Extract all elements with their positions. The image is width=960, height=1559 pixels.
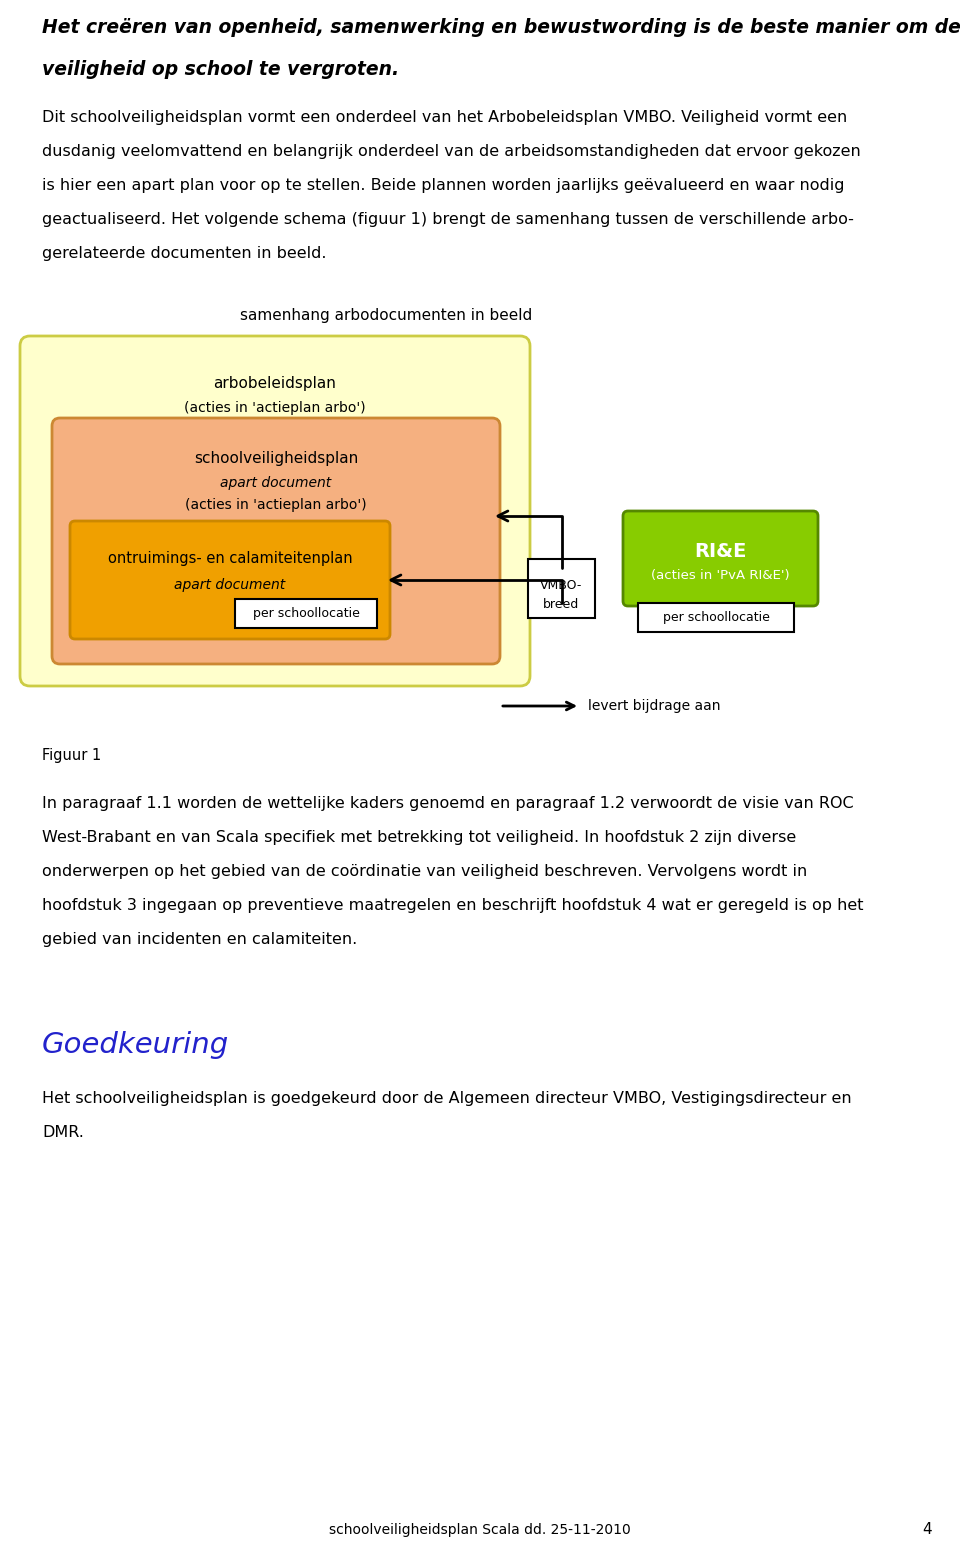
Text: (acties in 'actieplan arbo'): (acties in 'actieplan arbo') <box>185 497 367 511</box>
Text: breed: breed <box>543 599 580 611</box>
Text: levert bijdrage aan: levert bijdrage aan <box>588 698 721 712</box>
Text: samenhang arbodocumenten in beeld: samenhang arbodocumenten in beeld <box>240 309 532 323</box>
Text: schoolveiligheidsplan Scala dd. 25-11-2010: schoolveiligheidsplan Scala dd. 25-11-20… <box>329 1523 631 1537</box>
Text: geactualiseerd. Het volgende schema (figuur 1) brengt de samenhang tussen de ver: geactualiseerd. Het volgende schema (fig… <box>42 212 853 228</box>
Text: apart document: apart document <box>221 475 331 490</box>
Text: DMR.: DMR. <box>42 1126 84 1140</box>
Text: gebied van incidenten en calamiteiten.: gebied van incidenten en calamiteiten. <box>42 932 357 946</box>
Text: ontruimings- en calamiteitenplan: ontruimings- en calamiteitenplan <box>108 550 352 566</box>
Text: West-Brabant en van Scala specifiek met betrekking tot veiligheid. In hoofdstuk : West-Brabant en van Scala specifiek met … <box>42 829 796 845</box>
Text: veiligheid op school te vergroten.: veiligheid op school te vergroten. <box>42 59 399 80</box>
Text: Het creëren van openheid, samenwerking en bewustwording is de beste manier om de: Het creëren van openheid, samenwerking e… <box>42 19 960 37</box>
Text: is hier een apart plan voor op te stellen. Beide plannen worden jaarlijks geëval: is hier een apart plan voor op te stelle… <box>42 178 845 193</box>
Text: per schoollocatie: per schoollocatie <box>252 606 359 620</box>
Text: arbobeleidsplan: arbobeleidsplan <box>213 376 336 391</box>
Text: Figuur 1: Figuur 1 <box>42 748 101 762</box>
Text: (acties in 'PvA RI&E'): (acties in 'PvA RI&E') <box>651 569 790 582</box>
Text: onderwerpen op het gebied van de coördinatie van veiligheid beschreven. Vervolge: onderwerpen op het gebied van de coördin… <box>42 864 807 879</box>
FancyBboxPatch shape <box>70 521 390 639</box>
FancyBboxPatch shape <box>623 511 818 606</box>
FancyBboxPatch shape <box>235 599 377 628</box>
Text: gerelateerde documenten in beeld.: gerelateerde documenten in beeld. <box>42 246 326 260</box>
Text: Goedkeuring: Goedkeuring <box>42 1030 229 1059</box>
FancyBboxPatch shape <box>52 418 500 664</box>
Text: dusdanig veelomvattend en belangrijk onderdeel van de arbeidsomstandigheden dat : dusdanig veelomvattend en belangrijk ond… <box>42 143 861 159</box>
Text: In paragraaf 1.1 worden de wettelijke kaders genoemd en paragraaf 1.2 verwoordt : In paragraaf 1.1 worden de wettelijke ka… <box>42 797 853 811</box>
FancyBboxPatch shape <box>20 337 530 686</box>
Text: RI&E: RI&E <box>694 543 747 561</box>
FancyBboxPatch shape <box>638 603 794 631</box>
Text: schoolveiligheidsplan: schoolveiligheidsplan <box>194 451 358 466</box>
Text: Het schoolveiligheidsplan is goedgekeurd door de Algemeen directeur VMBO, Vestig: Het schoolveiligheidsplan is goedgekeurd… <box>42 1091 852 1105</box>
Text: apart document: apart document <box>175 578 286 592</box>
Text: hoofdstuk 3 ingegaan op preventieve maatregelen en beschrijft hoofdstuk 4 wat er: hoofdstuk 3 ingegaan op preventieve maat… <box>42 898 863 914</box>
Text: 4: 4 <box>923 1522 932 1537</box>
Text: per schoollocatie: per schoollocatie <box>662 611 769 624</box>
Text: VMBO-: VMBO- <box>540 578 583 592</box>
FancyBboxPatch shape <box>528 560 595 617</box>
Text: Dit schoolveiligheidsplan vormt een onderdeel van het Arbobeleidsplan VMBO. Veil: Dit schoolveiligheidsplan vormt een onde… <box>42 111 848 125</box>
Text: (acties in 'actieplan arbo'): (acties in 'actieplan arbo') <box>184 401 366 415</box>
